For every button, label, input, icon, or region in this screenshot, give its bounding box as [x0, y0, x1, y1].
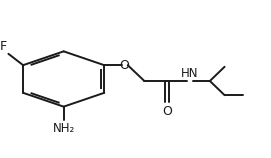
Text: O: O	[119, 59, 129, 72]
Text: O: O	[162, 106, 172, 118]
Text: NH₂: NH₂	[53, 122, 75, 135]
Text: F: F	[0, 40, 7, 53]
Text: HN: HN	[181, 67, 199, 80]
